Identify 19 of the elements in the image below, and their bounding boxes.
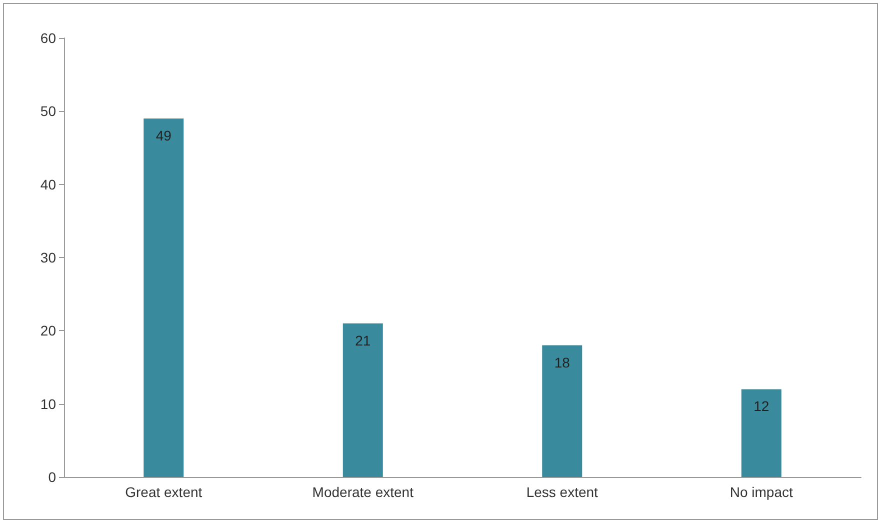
y-tick-label: 30: [40, 250, 56, 266]
bar: [741, 389, 782, 477]
bar: [144, 118, 184, 477]
x-tick-label: Less extent: [526, 484, 598, 500]
y-tick-label: 50: [40, 103, 56, 120]
y-tick-label: 0: [48, 469, 56, 485]
y-tick-label: 10: [40, 396, 56, 412]
x-tick-label: Moderate extent: [312, 484, 414, 500]
x-tick-label: No impact: [730, 484, 793, 500]
data-label: 49: [156, 127, 172, 144]
y-tick-label: 60: [40, 30, 56, 46]
bar: [542, 345, 582, 477]
data-label: 12: [754, 398, 770, 414]
y-tick-label: 20: [40, 322, 56, 339]
data-label: 18: [554, 354, 570, 370]
bar: [342, 323, 383, 477]
y-tick-label: 40: [40, 176, 56, 192]
data-label: 21: [355, 332, 371, 348]
x-tick-label: Great extent: [125, 484, 202, 500]
